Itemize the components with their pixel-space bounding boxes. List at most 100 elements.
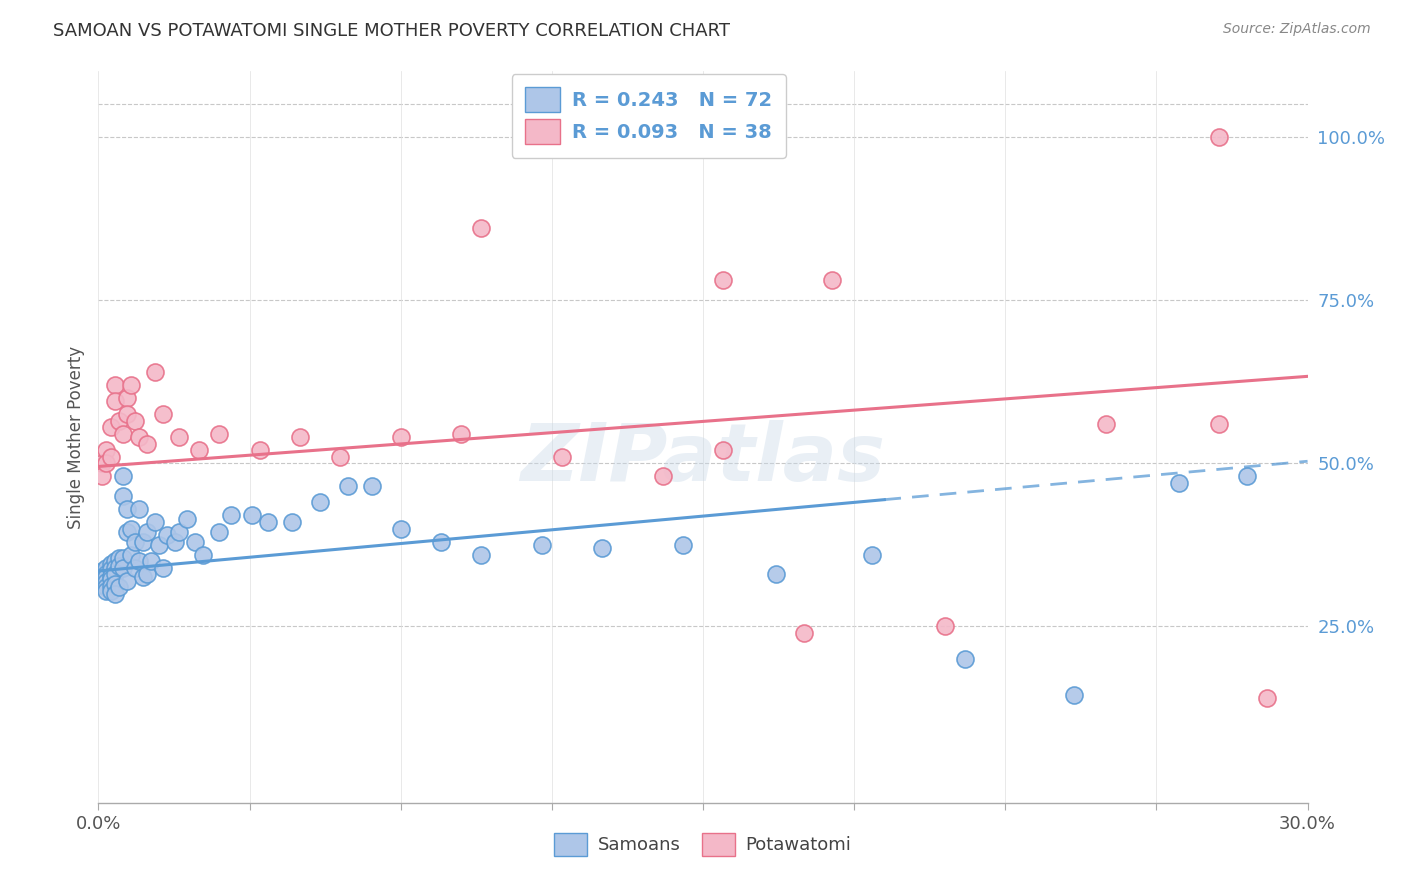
Point [256,515,278,529]
Point [96,570,118,584]
Point [167,430,190,444]
Point [1208,417,1230,431]
Point [281,515,304,529]
Point [208,426,231,441]
Point [470,221,492,235]
Point [240,508,263,523]
Point [208,524,231,539]
Point [163,534,186,549]
Point [148,538,170,552]
Point [96,583,118,598]
Text: SAMOAN VS POTAWATOMI SINGLE MOTHER POVERTY CORRELATION CHART: SAMOAN VS POTAWATOMI SINGLE MOTHER POVER… [53,22,731,40]
Point [128,430,150,444]
Point [100,558,122,572]
Point [100,450,122,464]
Point [111,489,134,503]
Point [107,580,129,594]
Point [91,456,114,470]
Point [1167,475,1189,490]
Point [96,443,118,458]
Point [120,548,142,562]
Point [96,575,118,590]
Point [103,554,125,568]
Point [96,580,118,594]
Point [1256,691,1278,706]
Point [96,567,118,582]
Point [711,443,734,458]
Point [124,560,146,574]
Point [156,528,179,542]
Point [96,560,118,574]
Point [91,570,114,584]
Point [132,570,155,584]
Point [103,394,125,409]
Point [711,273,734,287]
Point [103,377,125,392]
Point [91,574,114,588]
Point [221,508,243,523]
Point [115,407,138,421]
Point [1063,688,1085,702]
Point [120,377,142,392]
Point [329,450,352,464]
Point [91,564,114,578]
Point [193,548,215,562]
Point [389,430,412,444]
Point [765,567,787,582]
Point [389,521,412,535]
Point [1236,469,1258,483]
Point [530,538,553,552]
Point [361,479,384,493]
Point [953,652,976,666]
Point [100,573,122,587]
Point [100,579,122,593]
Point [128,554,150,568]
Point [470,548,492,562]
Point [115,524,138,539]
Point [249,443,271,458]
Point [135,567,157,582]
Point [103,577,125,591]
Point [934,619,956,633]
Point [100,583,122,598]
Point [111,560,134,574]
Point [135,436,157,450]
Legend: Samoans, Potawatomi: Samoans, Potawatomi [547,826,859,863]
Point [288,430,311,444]
Point [111,426,134,441]
Point [188,443,211,458]
Point [430,534,453,549]
Point [176,512,198,526]
Point [120,521,142,535]
Point [450,426,472,441]
Point [115,391,138,405]
Point [139,554,162,568]
Point [184,534,207,549]
Point [107,559,129,574]
Point [96,456,118,470]
Point [793,626,815,640]
Point [124,414,146,428]
Point [107,550,129,565]
Point [143,365,166,379]
Point [100,568,122,582]
Point [103,567,125,582]
Text: Source: ZipAtlas.com: Source: ZipAtlas.com [1223,22,1371,37]
Point [551,450,574,464]
Point [115,574,138,588]
Point [651,469,673,483]
Point [309,495,332,509]
Point [128,502,150,516]
Point [100,562,122,576]
Point [591,541,613,555]
Point [672,538,695,552]
Point [91,469,114,483]
Point [152,407,174,421]
Point [111,550,134,565]
Point [91,577,114,591]
Point [152,560,174,574]
Point [1208,129,1230,144]
Point [1095,417,1118,431]
Y-axis label: Single Mother Poverty: Single Mother Poverty [66,345,84,529]
Point [91,567,114,582]
